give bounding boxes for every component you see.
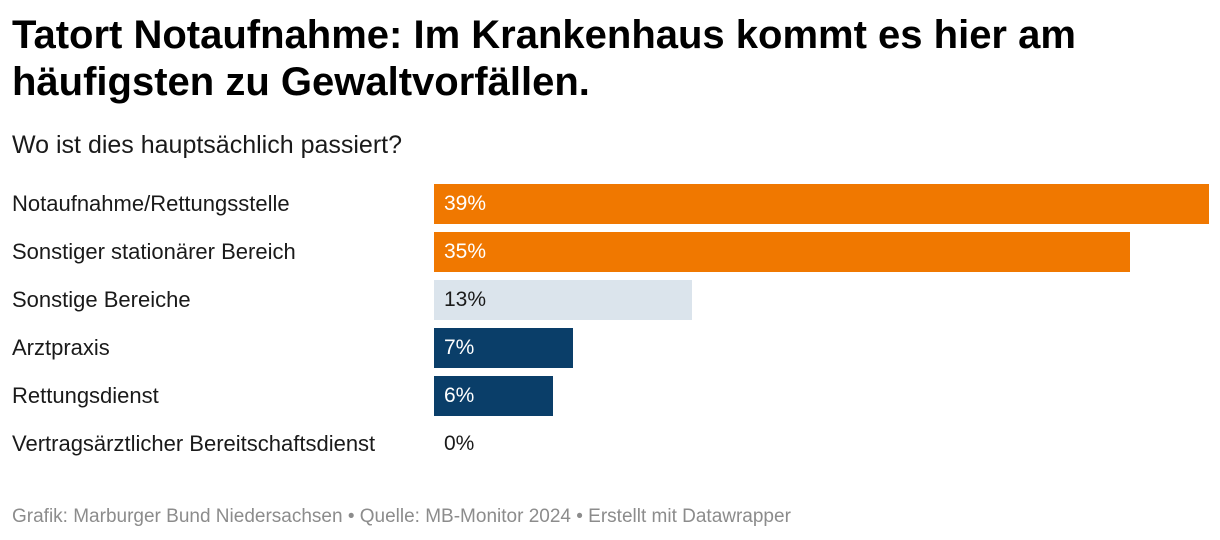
bar [434,232,1130,272]
category-label: Vertragsärztlicher Bereitschaftsdienst [12,431,376,456]
chart-footer: Grafik: Marburger Bund Niedersachsen • Q… [12,506,791,527]
chart-subtitle: Wo ist dies hauptsächlich passiert? [12,131,403,159]
bar-row: Vertragsärztlicher Bereitschaftsdienst 0% [0,424,1220,464]
category-label: Sonstige Bereiche [12,287,191,312]
category-label: Sonstiger stationärer Bereich [12,239,296,264]
bar-value-label: 39% [444,192,487,215]
category-label: Notaufnahme/Rettungsstelle [12,191,290,216]
bar-value-label: 35% [444,240,487,263]
bar-value-label: 13% [444,288,487,311]
bar-track: 13% [434,280,1209,320]
bar-row: Sonstiger stationärer Bereich 35% [0,232,1220,272]
bar [434,184,1209,224]
bar [434,328,573,368]
bar-row: Notaufnahme/Rettungsstelle 39% [0,184,1220,224]
bar-value-label: 6% [444,384,475,407]
bar-value-label: 7% [444,336,475,359]
bar [434,280,692,320]
bar-row: Rettungsdienst 6% [0,376,1220,416]
bar-value-label: 0% [444,432,475,455]
bar-track: 7% [434,328,1209,368]
bar-track: 0% [434,424,1209,464]
bar [434,376,553,416]
bar-row: Sonstige Bereiche 13% [0,280,1220,320]
bar-row: Arztpraxis 7% [0,328,1220,368]
bar-track: 35% [434,232,1209,272]
chart-title: Tatort Notaufnahme: Im Krankenhaus kommt… [12,13,1076,104]
bar-track: 6% [434,376,1209,416]
bar-track: 39% [434,184,1209,224]
category-label: Arztpraxis [12,335,110,360]
category-label: Rettungsdienst [12,383,159,408]
